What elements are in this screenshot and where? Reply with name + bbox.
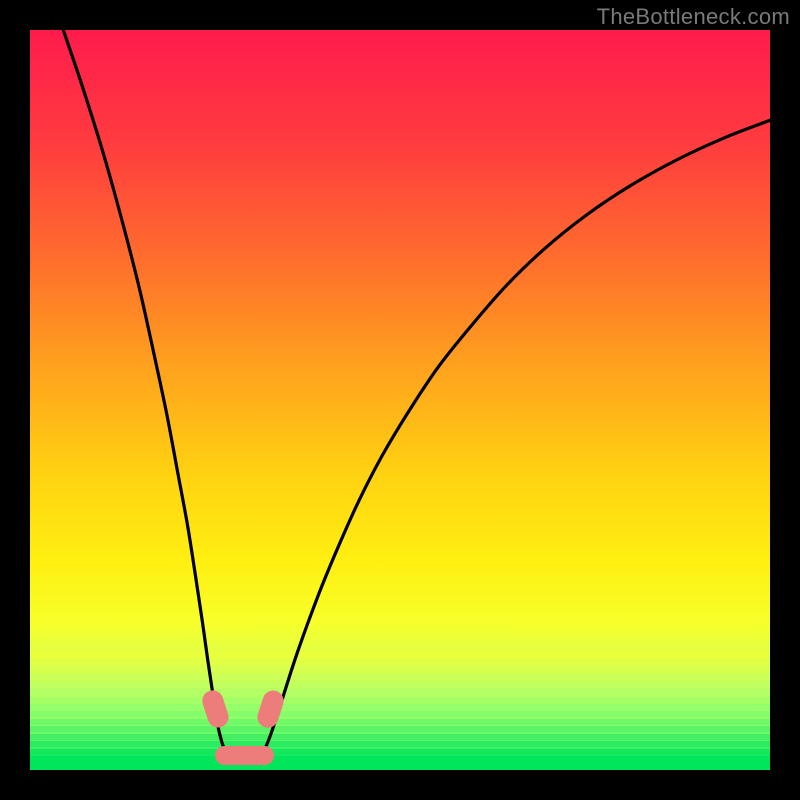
bottleneck-curve: [30, 30, 770, 770]
frame-right: [770, 0, 800, 800]
plot-area: [30, 30, 770, 770]
frame-bottom: [0, 770, 800, 800]
watermark-text: TheBottleneck.com: [597, 4, 790, 30]
chart-container: TheBottleneck.com: [0, 0, 800, 800]
data-marker: [215, 746, 274, 765]
frame-left: [0, 0, 30, 800]
